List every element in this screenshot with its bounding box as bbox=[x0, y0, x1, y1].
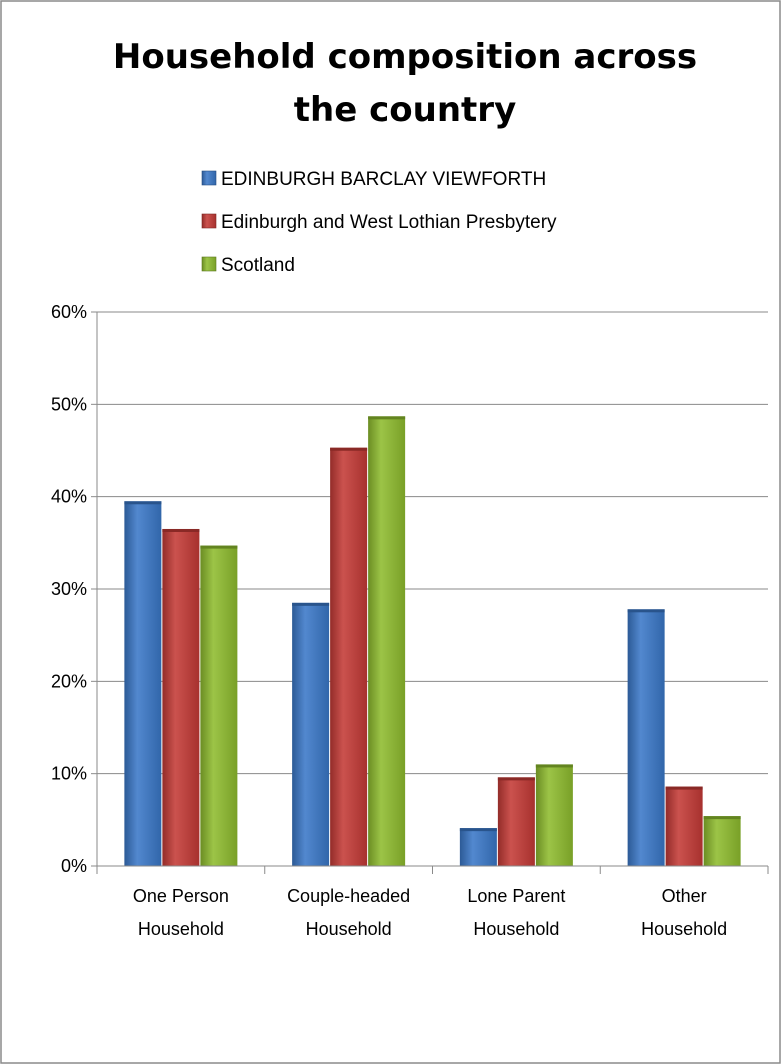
y-axis-ticks: 0% 10% 20% 30% 40% 50% 60% bbox=[51, 302, 97, 876]
bar bbox=[330, 447, 368, 866]
bar bbox=[627, 609, 665, 866]
bar-cap bbox=[368, 416, 406, 420]
x-category-label: Other bbox=[662, 886, 707, 906]
bar-cap bbox=[535, 764, 573, 768]
bar bbox=[368, 416, 406, 866]
y-tick-label: 30% bbox=[51, 579, 87, 599]
bar-cap bbox=[162, 528, 200, 532]
bar-cap bbox=[330, 447, 368, 451]
x-category-label: Couple-headed bbox=[287, 886, 410, 906]
bar bbox=[665, 786, 703, 866]
legend-label: Edinburgh and West Lothian Presbytery bbox=[221, 212, 557, 233]
x-category-label: One Person bbox=[133, 886, 229, 906]
x-axis-categories: One Person Household Couple-headed Househol… bbox=[133, 886, 727, 939]
bar-cap bbox=[200, 545, 238, 549]
bar bbox=[535, 764, 573, 866]
legend: EDINBURGH BARCLAY VIEWFORTH Edinburgh and… bbox=[201, 169, 557, 276]
bar bbox=[703, 816, 741, 866]
x-category-label: Lone Parent bbox=[467, 886, 565, 906]
bar-cap bbox=[292, 602, 330, 606]
bar bbox=[292, 602, 330, 866]
bar-cap bbox=[703, 816, 741, 820]
y-tick-label: 50% bbox=[51, 394, 87, 414]
legend-swatch bbox=[201, 170, 217, 186]
bars bbox=[124, 416, 741, 866]
chart-title-line-1: Household composition across bbox=[113, 37, 697, 77]
axes bbox=[96, 312, 769, 874]
x-category-label: Household bbox=[473, 919, 559, 939]
y-tick-label: 40% bbox=[51, 487, 87, 507]
bar bbox=[459, 828, 497, 866]
legend-label: Scotland bbox=[221, 255, 295, 276]
bar-cap bbox=[124, 501, 162, 505]
bar bbox=[200, 545, 238, 866]
bar bbox=[124, 501, 162, 866]
chart-title-line-2: the country bbox=[294, 90, 516, 130]
y-tick-label: 10% bbox=[51, 764, 87, 784]
y-tick-label: 0% bbox=[61, 856, 87, 876]
bar-cap bbox=[497, 777, 535, 781]
bar-cap bbox=[459, 828, 497, 832]
y-tick-label: 20% bbox=[51, 671, 87, 691]
bar-cap bbox=[627, 609, 665, 613]
bar-cap bbox=[665, 786, 703, 790]
legend-swatch bbox=[201, 256, 217, 272]
x-category-label: Household bbox=[641, 919, 727, 939]
bar bbox=[497, 777, 535, 866]
legend-swatch bbox=[201, 213, 217, 229]
bar bbox=[162, 528, 200, 866]
y-tick-label: 60% bbox=[51, 302, 87, 322]
legend-label: EDINBURGH BARCLAY VIEWFORTH bbox=[221, 169, 546, 190]
x-category-label: Household bbox=[306, 919, 392, 939]
x-category-label: Household bbox=[138, 919, 224, 939]
